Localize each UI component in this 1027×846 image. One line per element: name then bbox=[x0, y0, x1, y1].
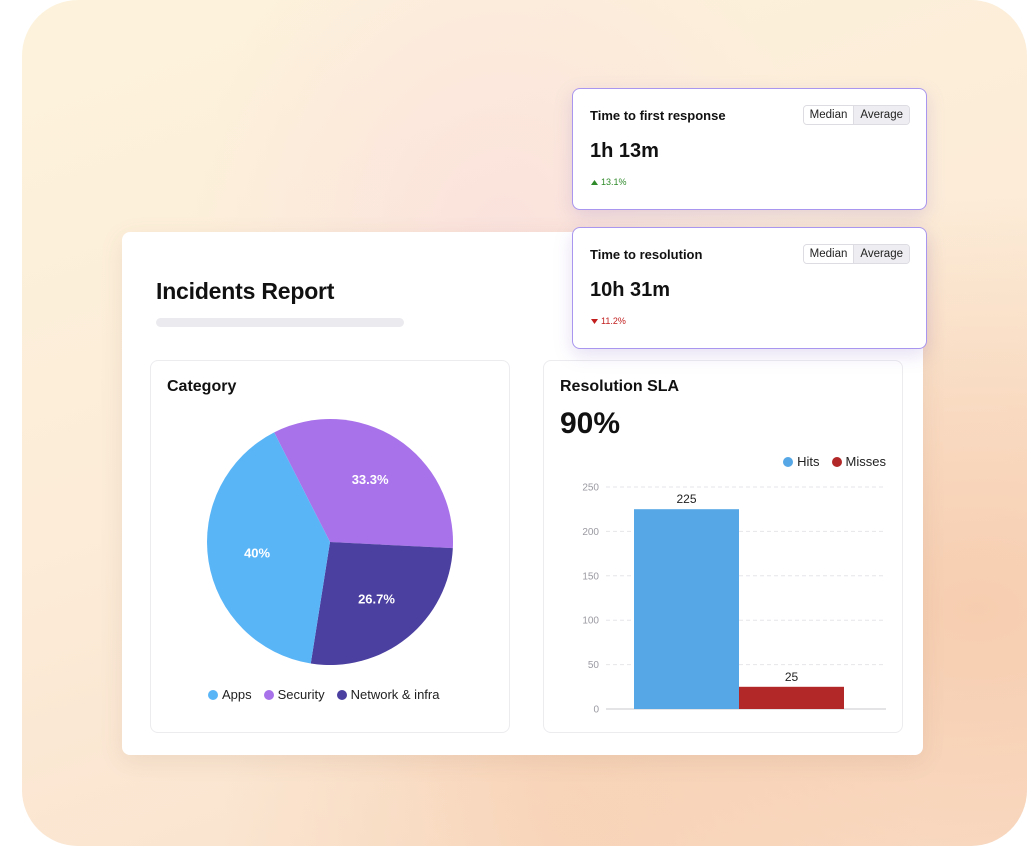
sla-panel-title: Resolution SLA bbox=[560, 378, 680, 395]
pie-slice-security[interactable] bbox=[274, 419, 453, 549]
category-panel: Category 33.3% 26.7% 40% Apps Security Net… bbox=[150, 360, 510, 733]
category-pie-chart: 33.3% 26.7% 40% bbox=[207, 419, 453, 665]
trend-up-icon bbox=[591, 179, 598, 185]
metric-value: 10h 31m bbox=[590, 279, 671, 301]
bar-value-label-hits: 225 bbox=[676, 492, 696, 506]
legend-swatch-apps bbox=[208, 689, 218, 700]
y-tick-label: 50 bbox=[588, 660, 600, 671]
y-tick-label: 150 bbox=[582, 571, 599, 582]
y-tick-label: 200 bbox=[582, 527, 599, 538]
sla-legend: Hits Misses bbox=[783, 454, 886, 469]
metric-label: Time to first response bbox=[590, 108, 726, 123]
legend-item-hits[interactable]: Hits bbox=[783, 454, 820, 469]
toggle-average[interactable]: Average bbox=[854, 106, 909, 124]
legend-item-security[interactable]: Security bbox=[263, 687, 325, 702]
report-title: Incidents Report bbox=[156, 278, 335, 304]
bar-misses[interactable] bbox=[739, 686, 844, 709]
pie-label-network-infra: 26.7% bbox=[358, 591, 395, 606]
median-average-toggle: Median Average bbox=[802, 244, 910, 264]
legend-swatch-hits bbox=[783, 456, 794, 467]
legend-swatch-misses bbox=[831, 456, 842, 467]
legend-item-misses[interactable]: Misses bbox=[831, 454, 886, 469]
loading-placeholder-bar bbox=[156, 318, 404, 327]
metric-label: Time to resolution bbox=[590, 247, 703, 262]
bar-hits[interactable] bbox=[634, 509, 739, 709]
sla-percentage: 90% bbox=[560, 407, 621, 440]
pie-slice-apps[interactable] bbox=[207, 432, 330, 664]
legend-label-hits: Hits bbox=[797, 454, 820, 469]
metric-change-value: 11.2% bbox=[601, 316, 626, 326]
metric-change: 13.1% bbox=[591, 177, 627, 187]
y-tick-label: 250 bbox=[582, 483, 599, 494]
first-response-card: Time to first response Median Average 1h… bbox=[572, 88, 927, 210]
y-tick-label: 100 bbox=[582, 616, 599, 627]
median-average-toggle: Median Average bbox=[802, 105, 910, 125]
y-tick-label: 0 bbox=[593, 705, 599, 716]
legend-swatch-security bbox=[263, 689, 274, 700]
toggle-average[interactable]: Average bbox=[854, 245, 909, 263]
metric-change-value: 13.1% bbox=[601, 177, 627, 187]
pie-label-security: 33.3% bbox=[352, 472, 389, 487]
metric-change: 11.2% bbox=[591, 316, 626, 326]
category-panel-title: Category bbox=[167, 378, 237, 395]
bar-value-label-misses: 25 bbox=[785, 670, 799, 684]
resolution-time-card: Time to resolution Median Average 10h 31… bbox=[572, 227, 927, 349]
legend-item-apps[interactable]: Apps bbox=[208, 687, 252, 702]
category-legend: Apps Security Network & infra bbox=[208, 687, 439, 702]
toggle-median[interactable]: Median bbox=[803, 245, 855, 263]
toggle-median[interactable]: Median bbox=[803, 106, 855, 124]
resolution-sla-panel: Resolution SLA 90% Hits Misses 0 50 100 150… bbox=[543, 360, 903, 733]
legend-label-network: Network & infra bbox=[350, 687, 440, 702]
trend-down-icon bbox=[591, 318, 598, 324]
legend-item-network[interactable]: Network & infra bbox=[336, 687, 440, 702]
metric-value: 1h 13m bbox=[590, 140, 659, 162]
legend-label-apps: Apps bbox=[222, 687, 252, 702]
pie-slice-network-infra[interactable] bbox=[310, 542, 453, 665]
sla-bar-chart: 0 50 100 150 200 250 225 25 bbox=[582, 483, 886, 716]
pie-label-apps: 40% bbox=[244, 546, 270, 561]
legend-swatch-network bbox=[336, 689, 347, 700]
legend-label-misses: Misses bbox=[845, 454, 886, 469]
legend-label-security: Security bbox=[277, 687, 325, 702]
